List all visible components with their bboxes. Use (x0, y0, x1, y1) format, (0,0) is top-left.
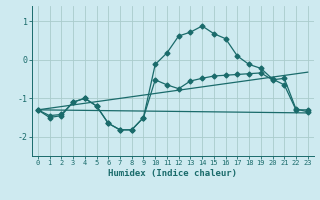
X-axis label: Humidex (Indice chaleur): Humidex (Indice chaleur) (108, 169, 237, 178)
